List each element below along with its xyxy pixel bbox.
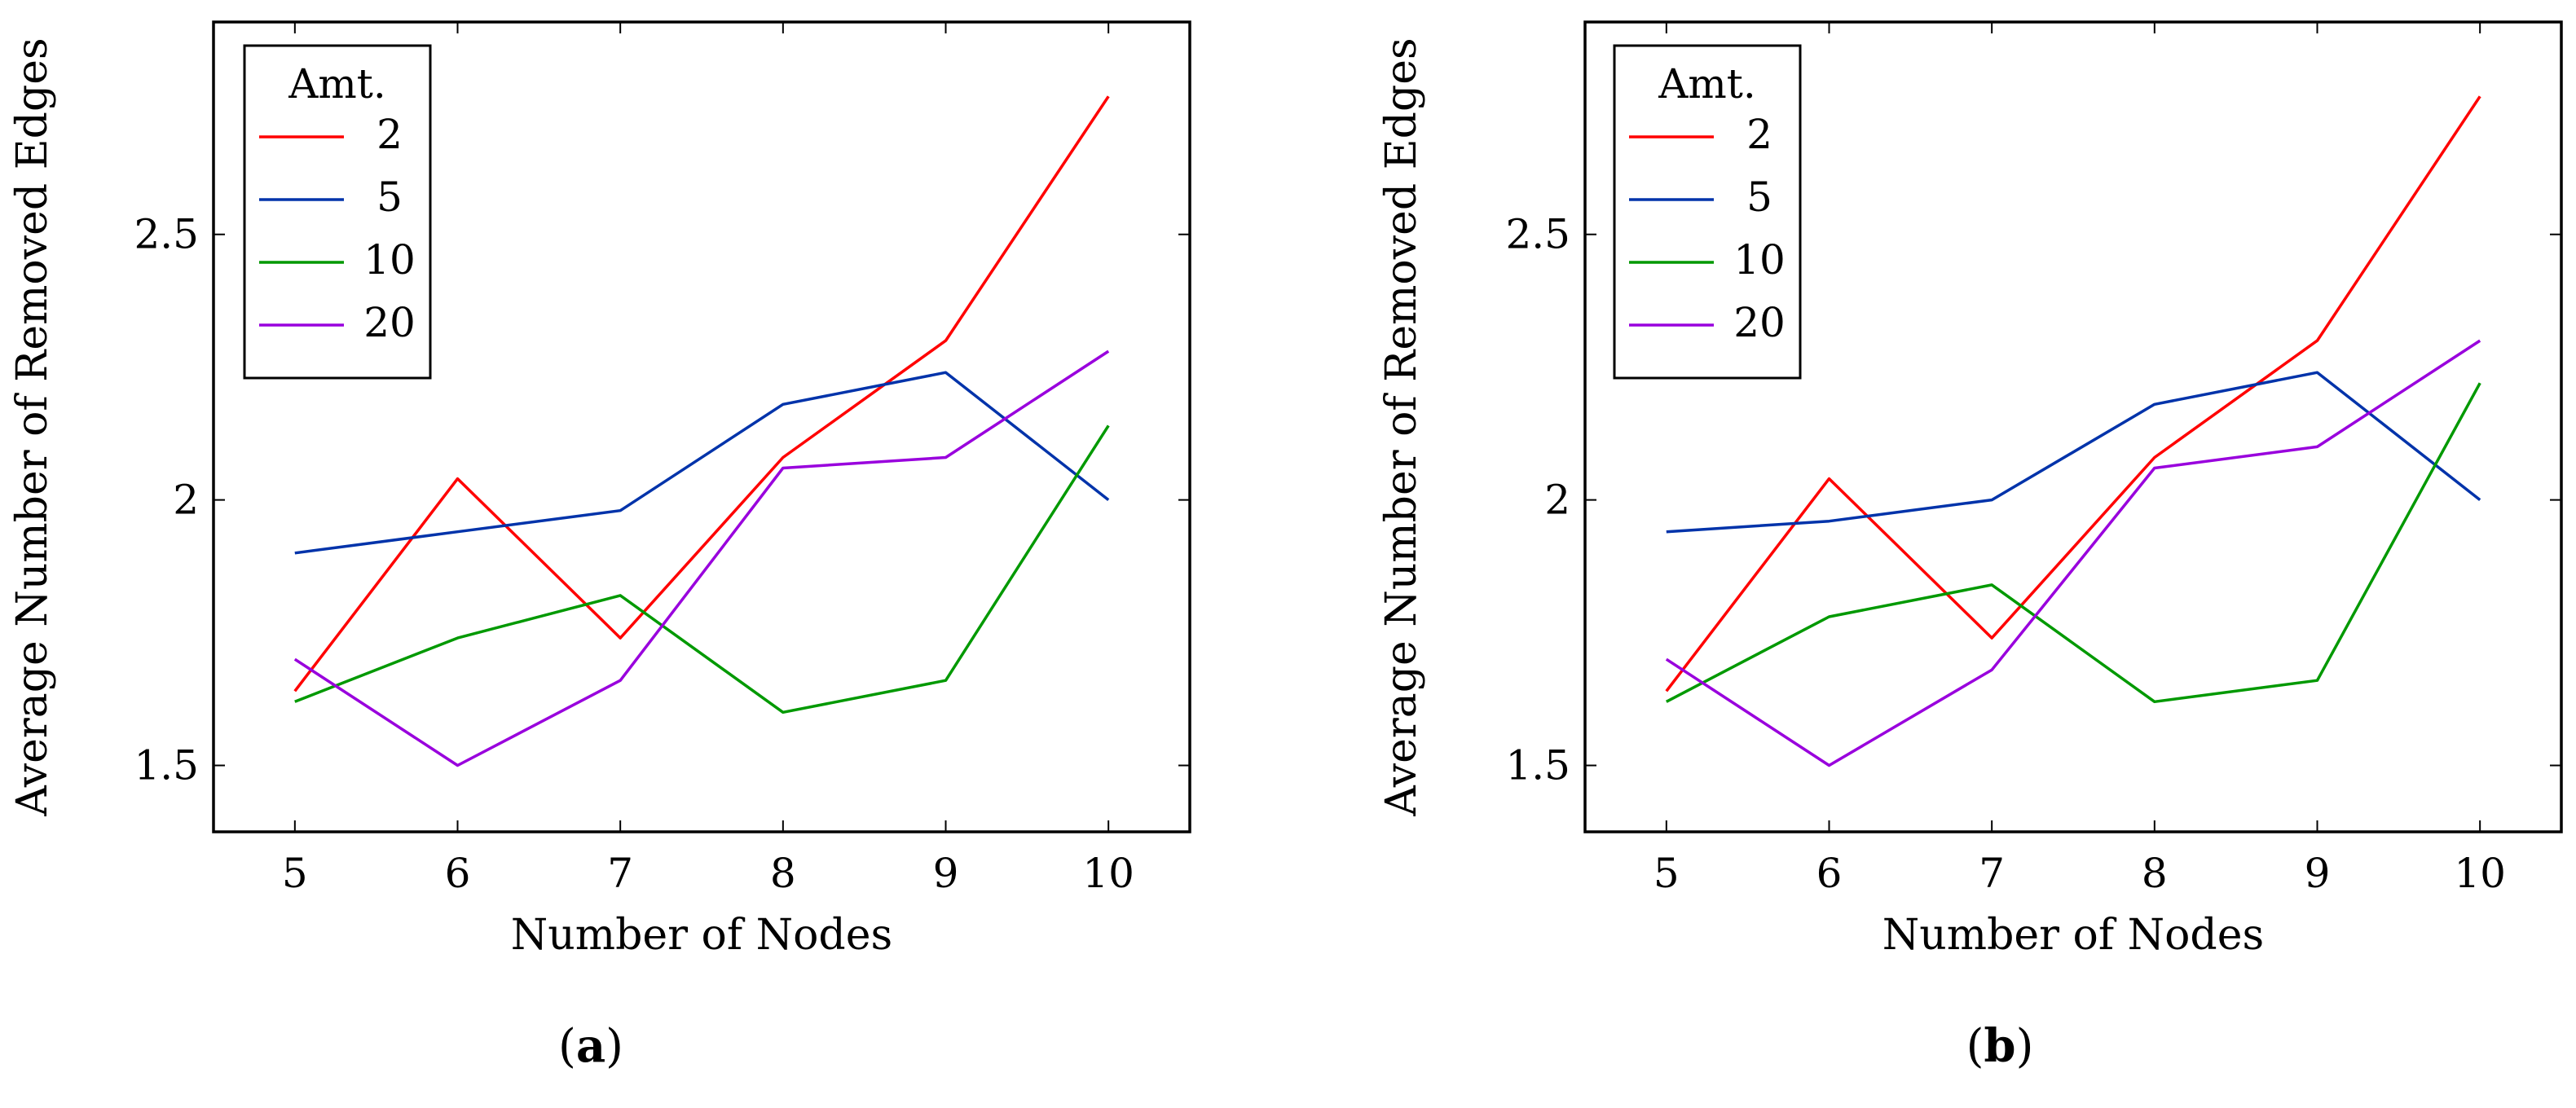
legend-label-20: 20 [363, 299, 416, 346]
x-tick-label: 7 [1979, 850, 2005, 897]
x-tick-label: 9 [933, 850, 959, 897]
series-line-2 [293, 95, 1110, 692]
series-line-2 [1665, 95, 2481, 692]
legend-label-10: 10 [1733, 236, 1786, 284]
y-tick-label: 2 [1544, 477, 1570, 524]
x-tick-label: 5 [1653, 850, 1680, 897]
series-line-10 [294, 424, 1110, 714]
legend-title: Amt. [288, 60, 386, 108]
series-line-10 [1665, 382, 2481, 704]
x-tick-label: 8 [2142, 850, 2168, 897]
y-axis-label: Average Number of Removed Edges [8, 37, 57, 816]
legend-label-2: 2 [1746, 111, 1772, 158]
legend-label-20: 20 [1733, 299, 1786, 346]
y-tick-label: 2 [173, 477, 199, 524]
plot-frame [1583, 20, 2563, 833]
x-tick-label: 6 [445, 850, 471, 897]
chart-b: 5 6 7 8 9 10 1.5 2 2.5 Number of Nodes Average Num… [1377, 20, 2563, 960]
y-tick-label: 1.5 [134, 742, 199, 789]
x-tick-label: 9 [2305, 850, 2331, 897]
plot-frame [212, 20, 1191, 833]
series-line-5 [294, 371, 1110, 555]
y-axis-label: Average Number of Removed Edges [1377, 37, 1426, 816]
legend-title: Amt. [1658, 60, 1756, 108]
x-axis-label: Number of Nodes [511, 911, 892, 960]
y-tick-label: 2.5 [134, 211, 199, 258]
x-tick-label: 10 [1082, 850, 1134, 897]
series-line-20 [1665, 339, 2481, 767]
x-tick-label: 7 [607, 850, 633, 897]
series-line-20 [293, 350, 1110, 767]
y-tick-label: 1.5 [1505, 742, 1570, 789]
legend: Amt.2 5 10 20 [1613, 44, 1802, 380]
legend-label-10: 10 [363, 236, 416, 284]
legend-label-2: 2 [376, 111, 403, 158]
caption-a: (a) [558, 1019, 623, 1073]
legend-box [243, 44, 432, 380]
x-tick-label: 6 [1816, 850, 1843, 897]
x-tick-label: 10 [2454, 850, 2506, 897]
legend-label-5: 5 [376, 174, 403, 221]
x-tick-label: 5 [282, 850, 308, 897]
legend-label-5: 5 [1746, 174, 1772, 221]
series-line-5 [1666, 371, 2481, 534]
x-tick-label: 8 [770, 850, 796, 897]
x-axis-label: Number of Nodes [1882, 911, 2264, 960]
legend-box [1613, 44, 1802, 380]
legend: Amt.2 5 10 20 [243, 44, 432, 380]
y-tick-label: 2.5 [1505, 211, 1570, 258]
chart-a: 5 6 7 8 9 10 1.5 2 2.5 Number of Nodes Average Num… [8, 20, 1191, 960]
caption-b: (b) [1966, 1019, 2034, 1073]
